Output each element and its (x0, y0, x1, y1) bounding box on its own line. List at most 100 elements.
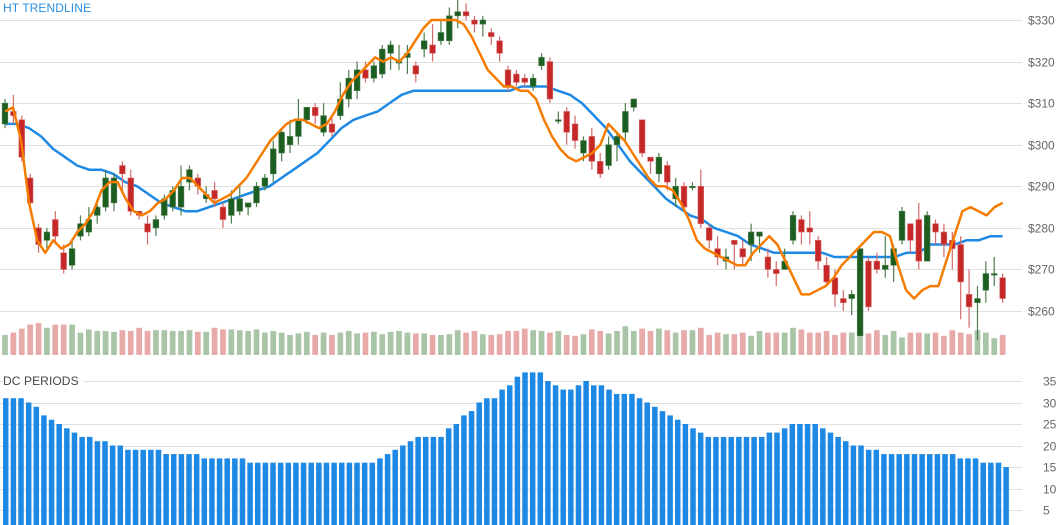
dc-period-bar (881, 454, 887, 525)
volume-bar (521, 328, 528, 355)
dc-period-bar (178, 454, 185, 525)
volume-bar (320, 332, 327, 355)
volume-bar (597, 331, 604, 355)
dc-period-bar (820, 428, 826, 525)
volume-bar (94, 331, 101, 355)
candle (613, 132, 621, 162)
volume-bar (882, 335, 889, 355)
dc-period-bar (392, 449, 398, 525)
candle (856, 248, 864, 337)
candle (999, 273, 1006, 303)
dc-axis-label: 30 (1043, 397, 1057, 411)
dc-period-bar (972, 458, 979, 525)
volume-bar (287, 335, 293, 355)
dc-period-bar (438, 436, 444, 525)
volume-bar (337, 332, 344, 355)
price-axis-label: $270 (1028, 263, 1055, 277)
volume-bar (412, 333, 419, 355)
dc-period-bar (79, 436, 85, 525)
dc-period-bar (522, 372, 528, 525)
volume-bar (890, 331, 897, 355)
candle (924, 211, 931, 262)
candle (244, 202, 252, 216)
volume-bar (706, 335, 713, 355)
dc-period-bar (163, 454, 169, 525)
dc-period-bar (94, 441, 101, 525)
price-axis-label: $320 (1028, 56, 1055, 70)
candle (622, 103, 629, 141)
candle (848, 290, 855, 316)
dc-period-bar (155, 449, 162, 525)
dc-period-bar (919, 454, 925, 525)
volume-bar (421, 333, 428, 355)
dc-period-bar (339, 462, 345, 525)
dc-period-bar (766, 432, 773, 525)
dc-period-bar (64, 428, 70, 525)
dc-period-bar (667, 415, 673, 525)
candle (664, 161, 671, 191)
dc-period-bar (659, 411, 666, 525)
dc-period-bar (346, 462, 353, 525)
volume-bar (681, 330, 687, 355)
volume-bar (496, 334, 503, 355)
dc-period-bar (171, 454, 177, 525)
volume-bar (194, 331, 201, 355)
candle (974, 286, 981, 341)
candle (630, 98, 637, 112)
candle (395, 44, 403, 70)
volume-bar (790, 327, 796, 355)
volume-bar (111, 331, 117, 355)
candle (798, 215, 805, 245)
volume-bar (739, 332, 746, 355)
dc-period-bar (934, 454, 941, 525)
candle (412, 61, 419, 83)
candle (462, 3, 470, 20)
volume-bar (186, 330, 193, 355)
dc-period-bar (927, 454, 933, 525)
volume-bar (588, 329, 595, 355)
candle (647, 156, 654, 174)
volume-bar (848, 332, 855, 355)
volume-bar (773, 332, 780, 355)
dc-period-bar (896, 454, 902, 525)
candle (940, 223, 948, 257)
candle (119, 161, 126, 191)
dc-period-bar (873, 449, 880, 525)
dc-period-bar (980, 462, 986, 525)
volume-bar (505, 331, 511, 355)
candle (52, 211, 59, 245)
volume-bar (915, 332, 922, 355)
volume-bar (211, 327, 218, 355)
candle (773, 261, 780, 287)
dc-period-bar (736, 436, 742, 525)
candle (764, 248, 772, 278)
dc-period-bar (652, 406, 658, 525)
volume-bar (765, 332, 771, 355)
dc-period-bar (858, 445, 864, 525)
candle (177, 165, 185, 216)
candle (219, 202, 227, 228)
dc-period-bar (1003, 467, 1009, 525)
dc-period-bar (354, 462, 360, 525)
volume-bar (102, 331, 109, 355)
candle (60, 244, 67, 274)
candle (437, 20, 445, 45)
dc-axis-label: 20 (1043, 440, 1057, 454)
volume-bar (723, 334, 729, 355)
dc-period-bar (423, 436, 429, 525)
volume-bar (614, 331, 620, 355)
candle (915, 202, 922, 270)
volume-bar (345, 331, 352, 355)
volume-bar (454, 330, 461, 355)
dc-period-bar (247, 462, 253, 525)
candle (588, 128, 595, 170)
dc-period-bar (361, 462, 368, 525)
dc-period-bar (514, 376, 521, 525)
volume-bar (832, 335, 838, 355)
dc-period-bar (201, 458, 208, 525)
dc-period-bar (507, 385, 513, 525)
volume-bar (463, 332, 469, 355)
dc-period-bar (491, 398, 498, 525)
candle (898, 207, 906, 245)
candle (982, 261, 990, 303)
